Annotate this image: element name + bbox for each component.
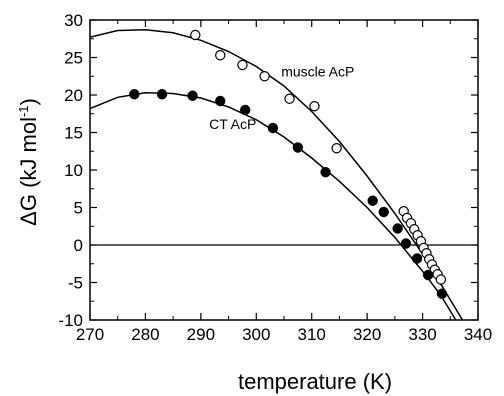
data-point-open xyxy=(284,93,295,104)
x-tick-label: 330 xyxy=(408,325,436,344)
y-tick-label: 25 xyxy=(64,49,83,68)
axes: 270 280 290 300 310 320 330 340 -10 -5 0 5 10 15 20 25 3… xyxy=(58,11,492,344)
data-point-open xyxy=(331,143,342,154)
data-point-filled xyxy=(378,206,389,218)
data-point-filled xyxy=(267,122,279,134)
y-tick-label: 10 xyxy=(64,161,83,180)
x-tick-label: 300 xyxy=(242,325,270,344)
plot-area: muscle AcP CT AcP xyxy=(90,29,478,320)
annotation-2: CT AcP xyxy=(209,116,256,132)
data-point-filled xyxy=(129,89,140,100)
x-axis-title: temperature (K) xyxy=(238,369,392,394)
data-point-filled xyxy=(392,223,403,234)
x-tick-label: 280 xyxy=(131,325,159,344)
y-axis-title-superscript: -1 xyxy=(16,105,31,117)
data-point-open xyxy=(435,274,447,285)
x-tick-label: 340 xyxy=(464,325,492,344)
y-tick-label: -10 xyxy=(58,311,83,330)
y-axis-title: ΔG (kJ mol-1) xyxy=(16,98,41,226)
y-tick-label: 15 xyxy=(64,124,83,143)
plot-content xyxy=(90,29,478,320)
x-tick-label: 310 xyxy=(298,325,326,344)
data-point-open xyxy=(190,29,201,41)
data-point-filled xyxy=(320,167,331,178)
data-point-filled xyxy=(292,142,304,153)
data-point-filled xyxy=(187,90,198,101)
y-tick-label: 30 xyxy=(64,11,83,30)
y-axis-title-close: ) xyxy=(16,98,41,105)
data-point-filled xyxy=(436,288,448,299)
annotation-1: muscle AcP xyxy=(281,63,354,79)
data-point-filled xyxy=(215,95,226,107)
x-tick-label: 290 xyxy=(187,325,215,344)
y-tick-label: 0 xyxy=(74,236,83,255)
y-axis-title-main: ΔG (kJ mol xyxy=(16,117,41,226)
x-tick-label: 320 xyxy=(353,325,381,344)
data-point-filled xyxy=(400,238,412,249)
data-point-filled xyxy=(156,89,168,100)
data-point-filled xyxy=(239,104,251,116)
data-point-filled xyxy=(367,195,378,206)
data-point-open xyxy=(309,101,320,112)
y-tick-label: 20 xyxy=(64,86,83,105)
data-point-filled xyxy=(411,253,423,264)
y-tick-label: 5 xyxy=(74,199,83,218)
data-point-open xyxy=(215,50,226,61)
data-point-filled xyxy=(422,269,434,281)
data-point-open xyxy=(259,71,270,82)
y-tick-label: -5 xyxy=(68,274,83,293)
fit-curve-1 xyxy=(90,29,464,320)
x-tick-label: 270 xyxy=(76,325,104,344)
data-point-open xyxy=(237,59,248,71)
